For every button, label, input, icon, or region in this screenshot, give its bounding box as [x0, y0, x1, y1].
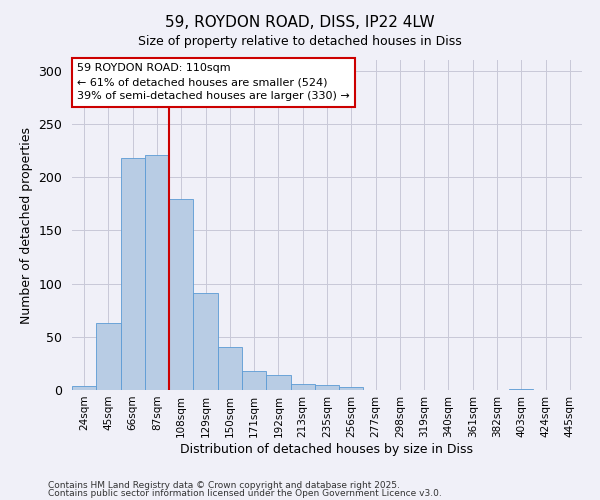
Bar: [218, 348, 242, 390]
Bar: [266, 375, 290, 390]
Text: Contains public sector information licensed under the Open Government Licence v3: Contains public sector information licen…: [48, 489, 442, 498]
Bar: [96, 323, 121, 390]
X-axis label: Distribution of detached houses by size in Diss: Distribution of detached houses by size …: [181, 442, 473, 456]
Bar: [145, 154, 169, 390]
Text: 59 ROYDON ROAD: 110sqm
← 61% of detached houses are smaller (524)
39% of semi-de: 59 ROYDON ROAD: 110sqm ← 61% of detached…: [77, 64, 350, 102]
Bar: [242, 371, 266, 390]
Bar: [169, 200, 193, 390]
Bar: [315, 384, 339, 390]
Y-axis label: Number of detached properties: Number of detached properties: [20, 126, 33, 324]
Text: 59, ROYDON ROAD, DISS, IP22 4LW: 59, ROYDON ROAD, DISS, IP22 4LW: [165, 15, 435, 30]
Bar: [121, 158, 145, 390]
Text: Size of property relative to detached houses in Diss: Size of property relative to detached ho…: [138, 35, 462, 48]
Bar: [339, 387, 364, 390]
Bar: [290, 384, 315, 390]
Bar: [193, 293, 218, 390]
Bar: [509, 389, 533, 390]
Bar: [72, 386, 96, 390]
Text: Contains HM Land Registry data © Crown copyright and database right 2025.: Contains HM Land Registry data © Crown c…: [48, 480, 400, 490]
